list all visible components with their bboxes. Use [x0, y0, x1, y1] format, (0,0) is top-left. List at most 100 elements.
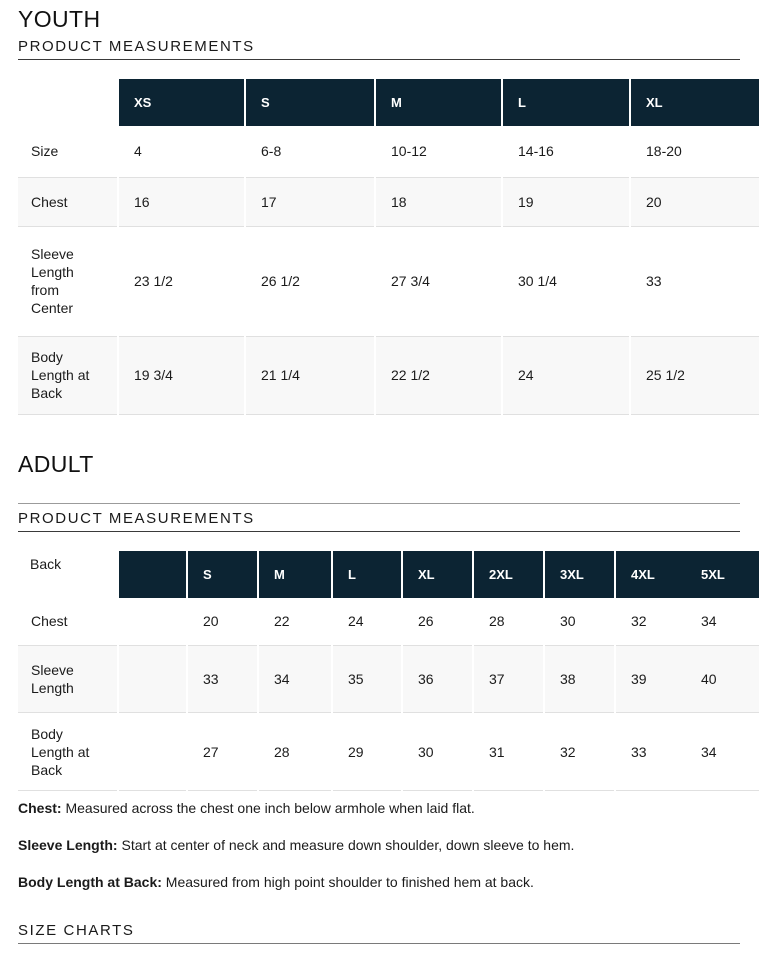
column-header-spacer	[117, 550, 187, 598]
row-label: Body Length at Back	[18, 336, 118, 415]
table-row-size: Size 4 6-8 10-12 14-16 18-20	[18, 126, 759, 178]
measurement-cell: 24	[501, 336, 630, 415]
measurement-cell: 10-12	[374, 126, 502, 178]
measurement-cell: 14-16	[501, 126, 630, 178]
row-label: Size	[18, 126, 118, 178]
column-header-xs: XS	[117, 79, 245, 126]
measurement-cell: 28	[257, 712, 332, 791]
measurement-cell: 26 1/2	[244, 226, 375, 337]
measurement-cell: 30 1/4	[501, 226, 630, 337]
adult-product-measurements-heading: PRODUCT MEASUREMENTS	[18, 510, 740, 532]
footnote-term: Sleeve Length:	[18, 837, 118, 853]
footnote-term: Body Length at Back:	[18, 874, 162, 890]
column-header-l: L	[501, 79, 630, 126]
footnote-chest: Chest: Measured across the chest one inc…	[18, 799, 740, 817]
measurement-cell	[117, 645, 187, 713]
adult-header-row: Back S M L XL 2XL 3XL 4XL 5XL	[18, 550, 759, 598]
footnote-text: Measured across the chest one inch below…	[65, 800, 475, 816]
youth-header-row: XS S M L XL	[18, 79, 759, 126]
adult-section-title: ADULT	[18, 450, 94, 477]
measurement-cell: 21 1/4	[244, 336, 375, 415]
table-row-chest: Chest 16 17 18 19 20	[18, 177, 759, 227]
table-row-chest: Chest 20 22 24 26 28 30 32 34	[18, 597, 759, 646]
measurement-cell: 22 1/2	[374, 336, 502, 415]
measurement-cell: 30	[401, 712, 473, 791]
measurement-cell: 4	[117, 126, 245, 178]
column-header-s: S	[186, 550, 258, 598]
measurement-definitions: Chest: Measured across the chest one inc…	[18, 799, 740, 891]
adult-measurements-table: Back S M L XL 2XL 3XL 4XL 5XL Chest 20	[18, 550, 759, 791]
measurement-cell: 39	[614, 645, 686, 713]
size-charts-heading: SIZE CHARTS	[18, 922, 740, 944]
measurement-cell: 18	[374, 177, 502, 227]
column-header-m: M	[257, 550, 332, 598]
measurement-cell: 20	[629, 177, 759, 227]
measurement-cell: 38	[543, 645, 615, 713]
table-row-sleeve-length: Sleeve Length 33 34 35 36 37 38 39 40	[18, 645, 759, 713]
measurement-cell: 33	[614, 712, 686, 791]
measurement-cell: 27	[186, 712, 258, 791]
footnote-body-length: Body Length at Back: Measured from high …	[18, 873, 740, 891]
table-row-body-length: Body Length at Back 19 3/4 21 1/4 22 1/2…	[18, 336, 759, 415]
measurement-cell	[117, 712, 187, 791]
table-row-sleeve-length: Sleeve Length from Center 23 1/2 26 1/2 …	[18, 226, 759, 337]
footnote-sleeve-length: Sleeve Length: Start at center of neck a…	[18, 836, 740, 854]
row-label: Sleeve Length from Center	[18, 226, 118, 337]
column-header-s: S	[244, 79, 375, 126]
youth-section-title: YOUTH	[18, 6, 101, 32]
table-row-body-length: Body Length at Back 27 28 29 30 31 32 33…	[18, 712, 759, 791]
column-header-xl: XL	[401, 550, 473, 598]
footnote-term: Chest:	[18, 800, 62, 816]
measurement-cell: 32	[614, 597, 686, 646]
adult-section: ADULT PRODUCT MEASUREMENTS Back S M L XL…	[18, 450, 759, 791]
measurement-cell: 36	[401, 645, 473, 713]
row-label: Chest	[18, 597, 118, 646]
measurement-cell: 25 1/2	[629, 336, 759, 415]
measurement-cell: 33	[186, 645, 258, 713]
measurement-cell: 16	[117, 177, 245, 227]
youth-section: YOUTH PRODUCT MEASUREMENTS XS S M L XL	[18, 6, 759, 415]
measurement-cell: 34	[257, 645, 332, 713]
row-label: Sleeve Length	[18, 645, 118, 713]
measurement-cell: 40	[686, 645, 759, 713]
measurement-cell: 32	[543, 712, 615, 791]
section-divider	[18, 502, 740, 504]
measurement-cell: 20	[186, 597, 258, 646]
footnote-text: Measured from high point shoulder to fin…	[165, 874, 534, 890]
youth-corner-cell	[18, 79, 118, 126]
back-corner-label: Back	[30, 555, 62, 572]
measurement-cell: 33	[629, 226, 759, 337]
measurement-cell: 6-8	[244, 126, 375, 178]
measurement-cell: 29	[331, 712, 402, 791]
measurement-cell: 24	[331, 597, 402, 646]
measurement-cell: 23 1/2	[117, 226, 245, 337]
column-header-m: M	[374, 79, 502, 126]
measurement-cell: 27 3/4	[374, 226, 502, 337]
measurement-cell	[117, 597, 187, 646]
measurement-cell: 31	[472, 712, 544, 791]
measurement-cell: 28	[472, 597, 544, 646]
column-header-l: L	[331, 550, 402, 598]
measurement-cell: 34	[686, 712, 759, 791]
youth-measurements-table: XS S M L XL Size 4 6-8 10-12 14-16 18-20	[18, 79, 759, 415]
column-header-5xl: 5XL	[686, 550, 759, 598]
footnote-text: Start at center of neck and measure down…	[121, 837, 575, 853]
measurement-cell: 35	[331, 645, 402, 713]
row-label: Body Length at Back	[18, 712, 118, 791]
measurement-cell: 17	[244, 177, 375, 227]
measurement-cell: 18-20	[629, 126, 759, 178]
measurement-cell: 34	[686, 597, 759, 646]
measurement-cell: 22	[257, 597, 332, 646]
measurement-cell: 26	[401, 597, 473, 646]
column-header-4xl: 4XL	[614, 550, 686, 598]
measurement-cell: 19	[501, 177, 630, 227]
row-label: Chest	[18, 177, 118, 227]
column-header-3xl: 3XL	[543, 550, 615, 598]
measurement-cell: 30	[543, 597, 615, 646]
column-header-2xl: 2XL	[472, 550, 544, 598]
measurement-cell: 37	[472, 645, 544, 713]
measurement-cell: 19 3/4	[117, 336, 245, 415]
column-header-xl: XL	[629, 79, 759, 126]
youth-product-measurements-heading: PRODUCT MEASUREMENTS	[18, 38, 740, 60]
